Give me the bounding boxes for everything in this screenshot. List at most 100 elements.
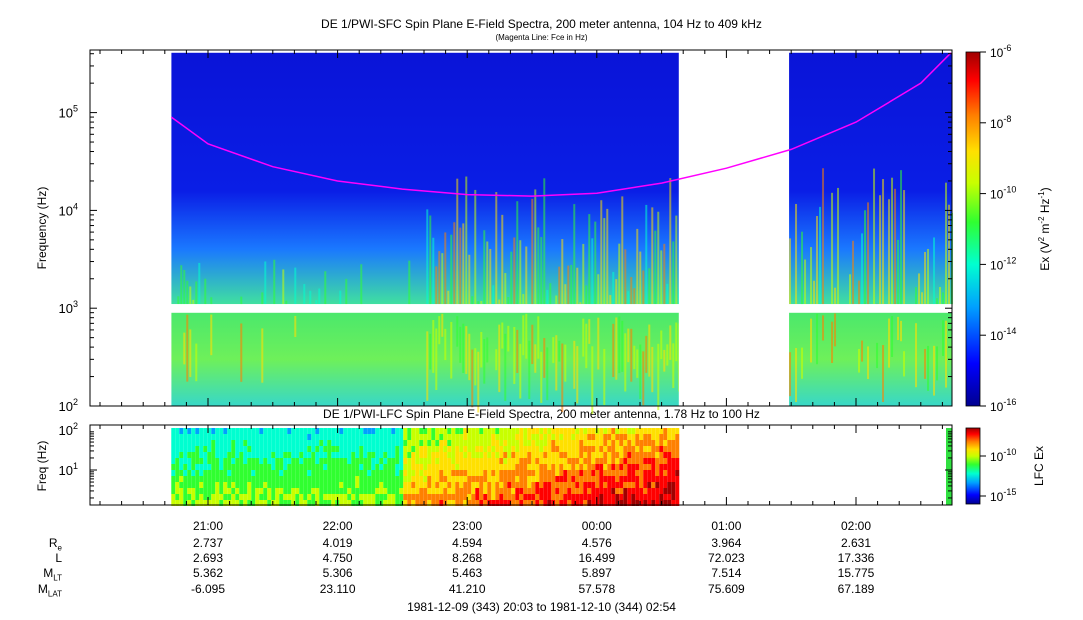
lfc-cell — [631, 434, 636, 440]
lfc-cell — [371, 446, 376, 452]
lfc-cell — [355, 446, 360, 452]
lfc-cell — [555, 488, 560, 494]
lfc-cell — [347, 470, 352, 476]
lfc-cell — [311, 446, 316, 452]
lfc-cell — [231, 458, 236, 464]
lfc-cell — [627, 446, 632, 452]
lfc-cell — [391, 488, 396, 494]
lfc-cell — [587, 470, 592, 476]
lfc-cell — [559, 458, 564, 464]
sfc-streak — [927, 248, 930, 305]
lfc-cell — [367, 470, 372, 476]
lfc-cell — [431, 440, 436, 446]
lfc-cell — [363, 482, 368, 488]
lfc-cell — [475, 494, 480, 500]
lfc-cell — [243, 452, 248, 458]
sfc-streak — [588, 214, 591, 305]
lfc-cell — [331, 434, 336, 440]
lfc-cell — [263, 500, 268, 506]
lfc-cell — [223, 440, 228, 446]
lfc-cell — [643, 452, 648, 458]
lfc-cell — [295, 428, 300, 434]
lfc-cell — [495, 440, 500, 446]
lfc-cell — [203, 488, 208, 494]
lfc-cell — [455, 494, 460, 500]
lfc-cell — [187, 434, 192, 440]
lfc-cell — [439, 458, 444, 464]
lfc-cell — [439, 476, 444, 482]
lfc-cell — [675, 452, 680, 458]
lfc-cell — [391, 452, 396, 458]
sfc-streak — [615, 317, 618, 380]
lfc-cell — [431, 488, 436, 494]
lfc-cell — [379, 440, 384, 446]
lfc-cell — [339, 446, 344, 452]
lfc-cell — [227, 458, 232, 464]
lfc-cell — [207, 470, 212, 476]
sfc-streak — [942, 292, 945, 305]
lfc-cell — [567, 446, 572, 452]
lfc-cell — [415, 434, 420, 440]
lfc-cell — [519, 470, 524, 476]
sfc-streak — [264, 261, 267, 305]
lfc-cell — [483, 458, 488, 464]
lfc-cell — [331, 470, 336, 476]
lfc-cell — [587, 434, 592, 440]
lfc-cell — [443, 452, 448, 458]
lfc-cell — [287, 446, 292, 452]
lfc-cell — [619, 440, 624, 446]
lfc-cell — [451, 446, 456, 452]
lfc-cell — [567, 494, 572, 500]
lfc-cell — [247, 452, 252, 458]
sfc-streak — [651, 346, 654, 393]
lfc-cell — [327, 470, 332, 476]
lfc-cell — [635, 488, 640, 494]
lfc-cell — [303, 464, 308, 470]
lfc-cell — [603, 488, 608, 494]
lfc-cell — [491, 488, 496, 494]
lfc-cell — [587, 476, 592, 482]
sfc-y-tick-label: 104 — [59, 201, 78, 218]
lfc-cell — [255, 500, 260, 506]
lfc-cell — [631, 470, 636, 476]
lfc-cell — [399, 488, 404, 494]
lfc-cell — [515, 452, 520, 458]
lfc-cell — [635, 482, 640, 488]
lfc-cell — [643, 494, 648, 500]
lfc-cell — [279, 458, 284, 464]
sfc-streak — [240, 296, 243, 305]
lfc-cell — [215, 446, 220, 452]
lfc-cell — [515, 500, 520, 506]
lfc-cell — [451, 482, 456, 488]
lfc-cell — [347, 440, 352, 446]
lfc-cell — [423, 440, 428, 446]
lfc-cell — [511, 494, 516, 500]
lfc-cell — [391, 434, 396, 440]
lfc-cell — [207, 452, 212, 458]
lfc-cell — [271, 440, 276, 446]
sfc-streak — [537, 316, 540, 359]
lfc-cell — [431, 464, 436, 470]
lfc-cell — [455, 440, 460, 446]
lfc-cell — [439, 482, 444, 488]
lfc-cell — [675, 476, 680, 482]
lfc-cell — [415, 464, 420, 470]
lfc-cell — [467, 500, 472, 506]
lfc-cell — [307, 494, 312, 500]
sfc-streak — [441, 253, 444, 305]
lfc-cell — [507, 428, 512, 434]
lfc-cell — [543, 446, 548, 452]
lfc-cell — [479, 494, 484, 500]
lfc-cell — [363, 452, 368, 458]
lfc-cell — [351, 482, 356, 488]
lfc-cell — [443, 488, 448, 494]
lfc-cell — [503, 494, 508, 500]
lfc-cell — [503, 452, 508, 458]
lfc-cell — [351, 476, 356, 482]
lfc-cell — [427, 500, 432, 506]
lfc-colorbar — [965, 427, 981, 505]
lfc-cell — [255, 458, 260, 464]
lfc-cell — [311, 470, 316, 476]
lfc-cell — [323, 464, 328, 470]
lfc-cell — [607, 446, 612, 452]
